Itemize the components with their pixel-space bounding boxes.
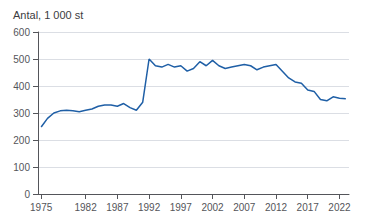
svg-text:200: 200 bbox=[13, 135, 30, 146]
svg-text:100: 100 bbox=[13, 162, 30, 173]
svg-text:1982: 1982 bbox=[74, 202, 97, 213]
svg-text:2022: 2022 bbox=[328, 202, 351, 213]
svg-text:400: 400 bbox=[13, 81, 30, 92]
svg-text:500: 500 bbox=[13, 54, 30, 65]
svg-text:1997: 1997 bbox=[170, 202, 193, 213]
svg-text:1975: 1975 bbox=[30, 202, 53, 213]
svg-text:1992: 1992 bbox=[138, 202, 161, 213]
svg-text:2007: 2007 bbox=[233, 202, 256, 213]
svg-text:1987: 1987 bbox=[106, 202, 129, 213]
svg-text:300: 300 bbox=[13, 108, 30, 119]
svg-text:2012: 2012 bbox=[265, 202, 288, 213]
svg-text:0: 0 bbox=[24, 189, 30, 200]
svg-text:Antal, 1 000 st: Antal, 1 000 st bbox=[13, 9, 83, 21]
svg-text:600: 600 bbox=[13, 27, 30, 38]
svg-text:2002: 2002 bbox=[201, 202, 224, 213]
svg-text:2017: 2017 bbox=[297, 202, 320, 213]
